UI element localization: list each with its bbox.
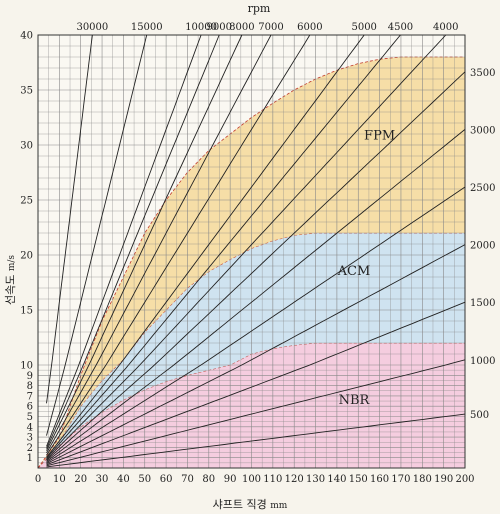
x-tick-label: 60 — [160, 474, 173, 485]
rpm-line-500 — [46, 413, 466, 468]
y-axis-label: 선속도 — [4, 275, 17, 305]
top-axis-title: rpm — [248, 2, 271, 15]
region-labels: FPM ACM NBR — [337, 129, 395, 409]
rpm-label-top: 6000 — [297, 22, 322, 33]
rpm-line-4000 — [46, 34, 447, 460]
rpm-label-top: 9000 — [206, 22, 231, 33]
x-axis-unit: mm — [270, 501, 288, 511]
x-tick-label: 130 — [306, 474, 325, 485]
x-axis-label: 샤프트 직경 — [213, 498, 267, 511]
x-tick-label: 150 — [349, 474, 368, 485]
rpm-label-top: 30000 — [76, 22, 108, 33]
x-tick-label: 180 — [413, 474, 432, 485]
x-tick-label: 100 — [242, 474, 261, 485]
x-tick-label: 90 — [224, 474, 237, 485]
x-tick-label: 40 — [117, 474, 130, 485]
rpm-line-3000 — [46, 129, 466, 462]
x-tick-label: 10 — [53, 474, 66, 485]
y-tick-label: 40 — [20, 31, 33, 42]
x-tick-label: 50 — [138, 474, 151, 485]
y-tick-label: 25 — [20, 196, 33, 207]
x-tick-label: 120 — [285, 474, 304, 485]
y-tick-label: 35 — [20, 86, 33, 97]
rpm-line-2000 — [46, 244, 466, 465]
rpm-label-right: 2000 — [470, 241, 495, 252]
region-label-acm: ACM — [337, 264, 371, 279]
rpm-label-top: 10000 — [185, 22, 217, 33]
rpm-line-3500 — [46, 71, 466, 461]
x-tick-label: 200 — [455, 474, 474, 485]
y-tick-label: 3 — [27, 433, 33, 444]
rpm-line-15000 — [46, 34, 148, 436]
rpm-label-right: 2500 — [470, 183, 495, 194]
y-tick-label: 30 — [20, 141, 33, 152]
boundary-nbr — [37, 342, 465, 469]
x-tick-label: 160 — [370, 474, 389, 485]
rpm-line-5000 — [46, 34, 365, 458]
x-tick-label: 80 — [202, 474, 215, 485]
rpm-label-top: 5000 — [351, 22, 376, 33]
y-tick-label: 8 — [27, 381, 33, 392]
y-tick-label: 10 — [20, 361, 33, 372]
x-tick-label: 140 — [327, 474, 346, 485]
rpm-line-8000 — [46, 34, 243, 451]
rpm-line-30000 — [46, 34, 93, 404]
x-axis-title: 샤프트 직경 mm — [213, 498, 288, 511]
y-tick-label: 6 — [27, 402, 33, 413]
x-tick-label: 190 — [434, 474, 453, 485]
rpm-line-6000 — [46, 34, 311, 456]
region-label-fpm: FPM — [364, 129, 395, 144]
y-tick-label: 5 — [27, 412, 33, 423]
rpm-label-top: 15000 — [131, 22, 163, 33]
rpm-line-10000 — [46, 34, 202, 447]
y-tick-label: 15 — [20, 306, 33, 317]
y-tick-label: 4 — [27, 422, 33, 433]
y-tick-label: 7 — [27, 391, 33, 402]
x-tick-label: 30 — [96, 474, 109, 485]
y-tick-label: 20 — [20, 251, 33, 262]
x-tick-label: 20 — [74, 474, 87, 485]
rpm-label-top: 4500 — [388, 22, 413, 33]
region-label-nbr: NBR — [339, 393, 371, 408]
y-tick-label: 2 — [27, 443, 33, 454]
y-axis-title: 선속도 m/s — [4, 255, 17, 305]
rpm-label-right: 500 — [470, 410, 489, 421]
rpm-label-top: 8000 — [229, 22, 254, 33]
rpm-lines — [46, 34, 466, 468]
rpm-label-top: 7000 — [258, 22, 283, 33]
plot-frame — [37, 34, 466, 469]
rpm-line-7000 — [46, 34, 272, 454]
y-tick-label: 1 — [27, 453, 33, 464]
x-tick-label: 70 — [181, 474, 194, 485]
rpm-line-9000 — [46, 34, 220, 449]
y-axis-unit: m/s — [7, 255, 17, 272]
rpm-line-1500 — [46, 301, 466, 466]
rpm-line-2500 — [46, 186, 466, 463]
x-tick-label: 110 — [263, 474, 282, 485]
rpm-line-4500 — [46, 34, 401, 459]
rpm-label-right: 3000 — [470, 125, 495, 136]
rpm-label-top: 4000 — [433, 22, 458, 33]
rpm-label-right: 3500 — [470, 68, 495, 79]
x-tick-label: 170 — [391, 474, 410, 485]
y-tick-label: 9 — [27, 371, 33, 382]
rpm-line-1000 — [46, 359, 466, 467]
grid — [37, 34, 466, 469]
rpm-label-right: 1000 — [470, 356, 495, 367]
x-tick-label: 0 — [35, 474, 41, 485]
rpm-label-right: 1500 — [470, 298, 495, 309]
